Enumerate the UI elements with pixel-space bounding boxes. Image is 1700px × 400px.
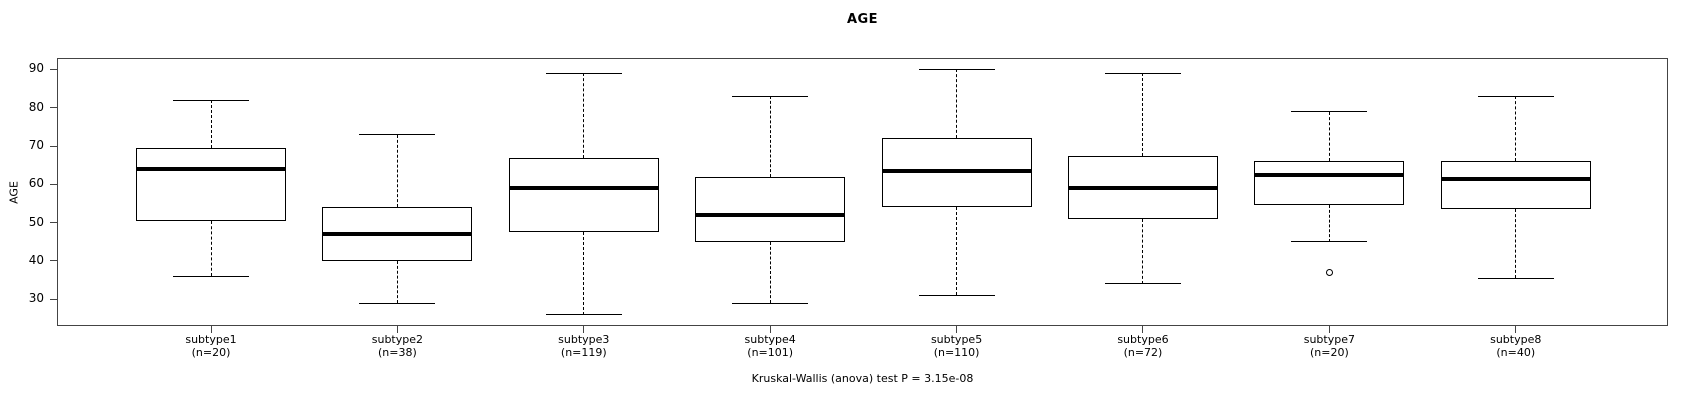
median-line-subtype2 xyxy=(322,232,473,237)
group-sample-size: (n=20) xyxy=(191,346,231,359)
iqr-box-subtype4 xyxy=(695,176,846,242)
lower-whisker-stem-subtype8 xyxy=(1515,209,1517,279)
x-axis-group-label: subtype1 (n=20) xyxy=(126,333,296,359)
x-axis-group-label: subtype7 (n=20) xyxy=(1244,333,1414,359)
upper-whisker-cap-subtype8 xyxy=(1477,95,1554,97)
x-axis-group-label: subtype2 (n=38) xyxy=(312,333,482,359)
x-tick xyxy=(769,326,771,333)
y-tick xyxy=(50,68,57,70)
x-axis-group-label: subtype8 (n=40) xyxy=(1431,333,1601,359)
median-line-subtype4 xyxy=(695,212,846,217)
upper-whisker-stem-subtype5 xyxy=(956,69,958,139)
y-tick-label: 60 xyxy=(28,176,44,191)
lower-whisker-stem-subtype4 xyxy=(769,241,771,304)
y-tick-label: 90 xyxy=(28,61,44,76)
y-tick-label: 30 xyxy=(28,291,44,306)
upper-whisker-stem-subtype6 xyxy=(1142,73,1144,156)
iqr-box-subtype1 xyxy=(136,147,286,221)
median-line-subtype5 xyxy=(881,168,1032,173)
iqr-box-subtype3 xyxy=(508,157,659,233)
median-line-subtype1 xyxy=(136,167,286,172)
x-tick xyxy=(1142,326,1144,333)
lower-whisker-stem-subtype3 xyxy=(583,232,585,315)
lower-whisker-stem-subtype6 xyxy=(1142,218,1144,284)
group-sample-size: (n=72) xyxy=(1123,346,1163,359)
y-tick-label: 40 xyxy=(28,252,44,267)
x-tick xyxy=(956,326,958,333)
group-sample-size: (n=40) xyxy=(1496,346,1536,359)
median-line-subtype6 xyxy=(1067,186,1218,191)
y-tick xyxy=(50,183,57,185)
lower-whisker-stem-subtype2 xyxy=(396,260,398,304)
lower-whisker-cap-subtype5 xyxy=(918,294,995,296)
y-tick-label: 50 xyxy=(28,214,44,229)
upper-whisker-cap-subtype7 xyxy=(1291,111,1368,113)
lower-whisker-stem-subtype1 xyxy=(210,220,212,277)
y-tick xyxy=(50,145,57,147)
median-line-subtype8 xyxy=(1440,176,1591,181)
upper-whisker-stem-subtype1 xyxy=(210,100,212,148)
median-line-subtype7 xyxy=(1254,172,1405,177)
x-tick xyxy=(1328,326,1330,333)
group-name: subtype1 xyxy=(185,333,237,346)
upper-whisker-cap-subtype1 xyxy=(173,99,249,101)
iqr-box-subtype8 xyxy=(1440,161,1591,210)
outlier-point-subtype7 xyxy=(1325,268,1333,276)
group-name: subtype7 xyxy=(1303,333,1355,346)
chart-title: AGE xyxy=(846,12,879,27)
group-sample-size: (n=20) xyxy=(1309,346,1349,359)
statistical-test-caption: Kruskal-Wallis (anova) test P = 3.15e-08 xyxy=(751,372,974,385)
x-tick xyxy=(1515,326,1517,333)
y-tick xyxy=(50,107,57,109)
y-tick xyxy=(50,222,57,224)
group-name: subtype2 xyxy=(371,333,424,346)
lower-whisker-stem-subtype5 xyxy=(956,207,958,296)
upper-whisker-cap-subtype4 xyxy=(732,95,809,97)
y-tick-label: 70 xyxy=(28,138,44,153)
upper-whisker-cap-subtype3 xyxy=(545,72,622,74)
lower-whisker-cap-subtype7 xyxy=(1291,241,1368,243)
median-line-subtype3 xyxy=(508,186,659,191)
group-sample-size: (n=101) xyxy=(747,346,794,359)
x-axis-group-label: subtype5 (n=110) xyxy=(872,333,1042,359)
upper-whisker-cap-subtype6 xyxy=(1104,72,1181,74)
group-sample-size: (n=119) xyxy=(560,346,607,359)
group-sample-size: (n=110) xyxy=(933,346,980,359)
y-tick xyxy=(50,298,57,300)
x-axis-group-label: subtype3 (n=119) xyxy=(499,333,669,359)
x-tick xyxy=(210,326,212,333)
group-name: subtype3 xyxy=(558,333,610,346)
x-axis-group-label: subtype4 (n=101) xyxy=(685,333,855,359)
upper-whisker-stem-subtype4 xyxy=(769,96,771,177)
y-tick xyxy=(50,260,57,262)
group-sample-size: (n=38) xyxy=(378,346,417,359)
lower-whisker-stem-subtype7 xyxy=(1328,205,1330,242)
group-name: subtype5 xyxy=(930,333,983,346)
y-tick-label: 80 xyxy=(28,99,44,114)
group-name: subtype8 xyxy=(1490,333,1542,346)
upper-whisker-stem-subtype8 xyxy=(1515,96,1517,162)
lower-whisker-cap-subtype2 xyxy=(359,302,436,304)
upper-whisker-cap-subtype5 xyxy=(918,68,995,70)
upper-whisker-stem-subtype3 xyxy=(583,73,585,158)
lower-whisker-cap-subtype3 xyxy=(545,314,622,315)
x-tick xyxy=(396,326,398,333)
upper-whisker-cap-subtype2 xyxy=(359,134,436,136)
upper-whisker-stem-subtype2 xyxy=(396,134,398,208)
group-name: subtype4 xyxy=(744,333,796,346)
lower-whisker-cap-subtype6 xyxy=(1104,283,1181,285)
iqr-box-subtype7 xyxy=(1254,161,1405,206)
upper-whisker-stem-subtype7 xyxy=(1328,111,1330,162)
lower-whisker-cap-subtype8 xyxy=(1477,277,1554,279)
lower-whisker-cap-subtype1 xyxy=(173,275,249,277)
x-tick xyxy=(583,326,585,333)
x-axis-group-label: subtype6 (n=72) xyxy=(1058,333,1228,359)
lower-whisker-cap-subtype4 xyxy=(732,302,809,304)
group-name: subtype6 xyxy=(1117,333,1169,346)
